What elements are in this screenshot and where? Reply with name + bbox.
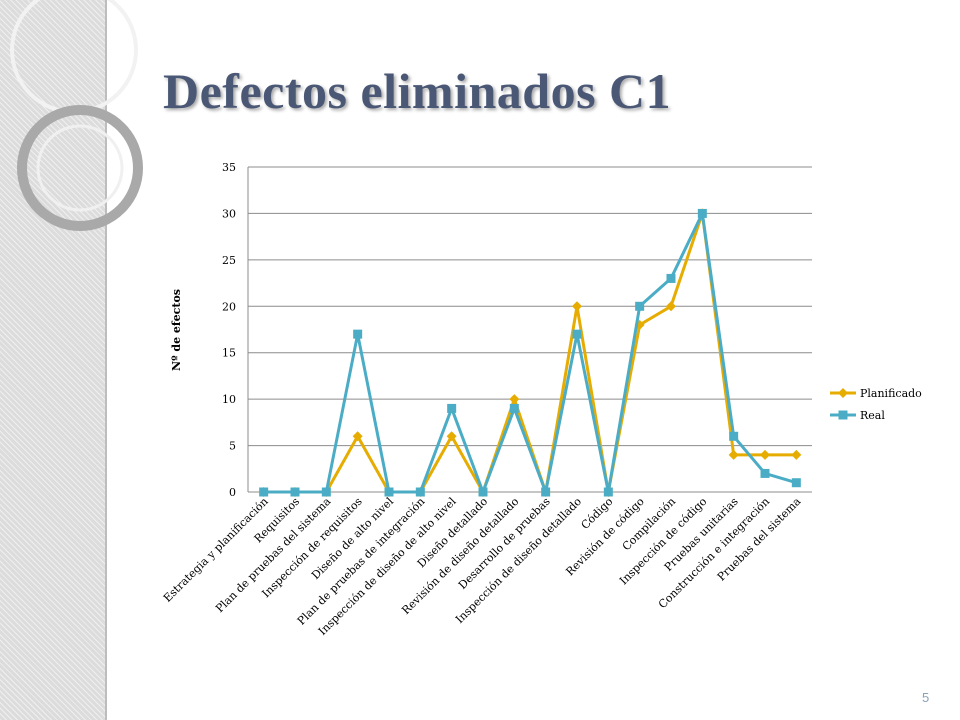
data-point: [729, 431, 739, 441]
data-point: [447, 403, 457, 413]
chart-series: [258, 208, 802, 497]
y-axis-label: Nº de efectos: [170, 289, 183, 371]
data-point: [321, 487, 331, 497]
data-point: [760, 468, 770, 478]
data-point: [509, 403, 519, 413]
x-tick-label: Estrategia y planificación: [161, 495, 271, 605]
data-point: [352, 431, 363, 442]
x-axis-labels: Estrategia y planificaciónRequisitosPlan…: [161, 495, 804, 638]
y-tick-label: 10: [222, 393, 236, 406]
y-tick-label: 35: [222, 161, 236, 174]
legend-marker: [838, 410, 848, 420]
data-point: [384, 487, 394, 497]
data-point: [666, 273, 676, 283]
data-point: [353, 329, 363, 339]
data-point: [259, 487, 269, 497]
data-point: [760, 449, 770, 460]
series-line: [263, 211, 797, 494]
data-point: [541, 487, 551, 497]
series-1: [259, 208, 801, 497]
data-point: [666, 301, 676, 312]
legend-label: Planificado: [860, 387, 922, 400]
data-point: [697, 208, 707, 218]
ring-small: [36, 124, 124, 212]
decorative-rings: [10, 0, 143, 231]
slide-title: Defectos eliminados C1: [163, 63, 672, 119]
y-tick-label: 25: [222, 254, 236, 267]
legend-label: Real: [860, 409, 885, 422]
y-tick-label: 15: [222, 347, 236, 360]
data-point: [791, 449, 802, 460]
page-number: 5: [922, 690, 930, 705]
data-point: [415, 487, 425, 497]
chart-legend: Planificado Real: [830, 387, 922, 422]
chart-grid: [247, 166, 812, 493]
data-point: [478, 487, 488, 497]
y-tick-label: 0: [229, 486, 236, 499]
y-tick-label: 20: [222, 300, 236, 313]
ring-medium: [17, 105, 143, 231]
y-axis-ticks: 0 5 10 15 20 25 30 35: [222, 161, 236, 499]
legend-marker: [838, 388, 848, 398]
data-point: [791, 478, 801, 488]
y-tick-label: 5: [229, 440, 236, 453]
data-point: [572, 301, 582, 312]
data-point: [509, 394, 520, 405]
data-point: [635, 301, 645, 311]
data-point: [603, 487, 613, 497]
y-tick-label: 30: [222, 207, 236, 220]
data-point: [728, 449, 739, 460]
data-point: [446, 431, 457, 442]
data-point: [572, 329, 582, 339]
data-point: [290, 487, 300, 497]
